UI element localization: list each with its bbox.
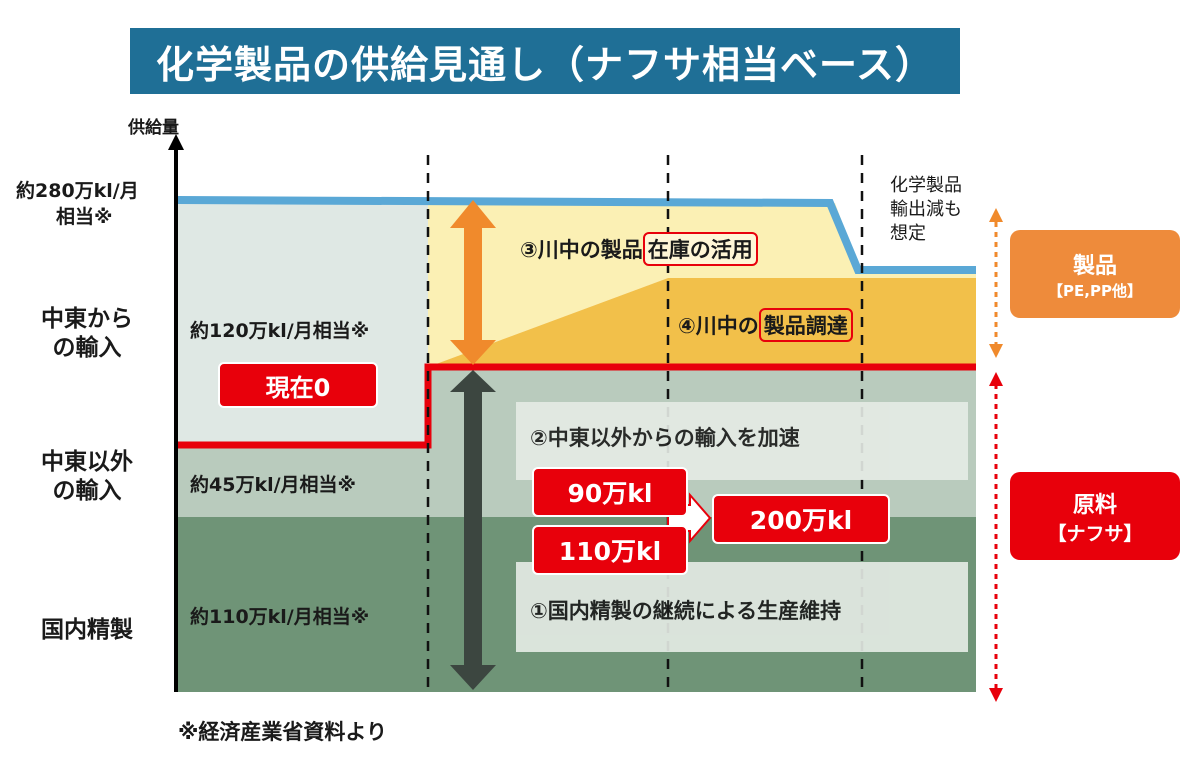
non-middle-east-value: 約45万kl/月相当※: [190, 474, 356, 496]
band-non-middle-east: [178, 445, 428, 517]
area-inventory: [428, 200, 976, 367]
orange-arrow-bottom: [450, 340, 496, 365]
measure-3: ③川中の製品 在庫の活用: [520, 232, 758, 266]
amount-200-badge: 200万kl: [712, 494, 890, 544]
amount-90-badge: 90万kl: [532, 467, 688, 517]
product-badge: 製品 【PE,PP他】: [1010, 230, 1180, 318]
area-procurement: [428, 278, 976, 367]
measure-1-box: ①国内精製の継続による生産維持: [516, 562, 968, 652]
total-supply-label-2: 相当※: [56, 206, 113, 228]
now-zero-badge: 現在0: [218, 362, 378, 408]
middle-east-label: 中東から の輸入: [41, 306, 133, 361]
y-axis-arrowhead: [168, 134, 184, 150]
total-supply-label: 約280万kl/月: [16, 180, 139, 202]
measure-1-text: ①国内精製の継続による生産維持: [530, 599, 842, 623]
domestic-label: 国内精製: [41, 617, 133, 643]
footnote: ※経済産業省資料より: [178, 720, 387, 744]
import-line: [178, 363, 976, 449]
page-title: 化学製品の供給見通し（ナフサ相当ベース）: [155, 42, 935, 87]
measure-4: ④川中の 製品調達: [678, 308, 853, 342]
supply-line: [177, 196, 976, 274]
grey-arrow-bottom: [450, 665, 496, 690]
orange-arrow-top: [450, 200, 496, 228]
grey-arrow-top: [450, 370, 496, 392]
title-banner: 化学製品の供給見通し（ナフサ相当ベース）: [130, 28, 960, 94]
middle-east-value: 約120万kl/月相当※: [190, 320, 370, 342]
non-middle-east-label: 中東以外 の輸入: [41, 449, 133, 504]
raw-material-badge: 原料 【ナフサ】: [1010, 472, 1180, 560]
measure-3-highlight: 在庫の活用: [642, 232, 758, 266]
domestic-value: 約110万kl/月相当※: [190, 606, 370, 628]
measure-3-prefix: ③川中の製品: [520, 238, 643, 262]
y-axis-label: 供給量: [128, 118, 179, 138]
measure-4-highlight: 製品調達: [758, 308, 853, 342]
measure-4-prefix: ④川中の: [678, 314, 759, 338]
export-note: 化学製品 輸出減も 想定: [890, 175, 962, 244]
measure-2-text: ②中東以外からの輸入を加速: [530, 426, 800, 450]
amount-110-badge: 110万kl: [532, 525, 688, 575]
